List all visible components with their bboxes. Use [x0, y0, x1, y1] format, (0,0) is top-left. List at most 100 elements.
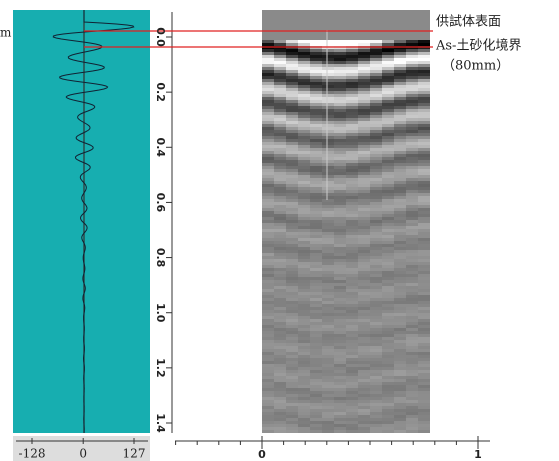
radargram-cell [394, 370, 406, 373]
radargram-cell [310, 403, 322, 406]
radargram-cell [310, 319, 322, 322]
radargram-cell [406, 76, 418, 79]
radargram-cell [262, 67, 274, 70]
radargram-cell [310, 421, 322, 424]
radargram-cell [418, 328, 430, 331]
radargram-cell [274, 355, 286, 358]
radargram-cell [346, 382, 358, 385]
radargram-cell [334, 61, 346, 64]
radargram-cell [418, 412, 430, 415]
radargram-cell [382, 361, 394, 364]
radargram-cell [406, 118, 418, 121]
radargram-cell [262, 358, 274, 361]
radargram-cell [286, 64, 298, 67]
radargram-cell [346, 430, 358, 433]
radargram-cell [274, 400, 286, 403]
radargram-cell [298, 190, 310, 193]
radargram-cell [310, 79, 322, 82]
radargram-cell [262, 286, 274, 289]
radargram-cell [394, 316, 406, 319]
radargram-cell [358, 361, 370, 364]
radargram-cell [286, 406, 298, 409]
radargram-cell [274, 253, 286, 256]
radargram-cell [406, 424, 418, 427]
radargram-cell [358, 271, 370, 274]
radargram-cell [298, 49, 310, 52]
radargram-cell [358, 160, 370, 163]
radargram-cell [322, 136, 334, 139]
radargram-cell [262, 103, 274, 106]
radargram-cell [370, 286, 382, 289]
radargram-cell [274, 145, 286, 148]
radargram-cell [298, 163, 310, 166]
radargram-cell [298, 217, 310, 220]
radargram-cell [406, 376, 418, 379]
radargram-cell [322, 268, 334, 271]
radargram-cell [310, 109, 322, 112]
radargram-cell [370, 94, 382, 97]
radargram-cell [346, 178, 358, 181]
radargram-cell [358, 40, 370, 43]
radargram-cell [418, 49, 430, 52]
radargram-cell [262, 370, 274, 373]
radargram-cell [418, 67, 430, 70]
radargram-cell [286, 364, 298, 367]
radargram-cell [262, 241, 274, 244]
radargram-cell [334, 148, 346, 151]
radargram-cell [274, 370, 286, 373]
radargram-cell [406, 295, 418, 298]
radargram-cell [334, 364, 346, 367]
radargram-cell [346, 109, 358, 112]
radargram-cell [358, 121, 370, 124]
radargram-cell [286, 121, 298, 124]
radargram-cell [286, 100, 298, 103]
radargram-cell [274, 268, 286, 271]
radargram-cell [262, 175, 274, 178]
radargram-cell [418, 109, 430, 112]
radargram-cell [418, 76, 430, 79]
radargram-cell [286, 355, 298, 358]
radargram-cell [358, 262, 370, 265]
radargram-cell [334, 331, 346, 334]
radargram-cell [310, 283, 322, 286]
radargram-cell [358, 427, 370, 430]
radargram-cell [274, 121, 286, 124]
radargram-cell [322, 106, 334, 109]
radargram-cell [358, 319, 370, 322]
radargram-cell [382, 268, 394, 271]
radargram-cell [370, 355, 382, 358]
radargram-cell [262, 40, 274, 43]
radargram-cell [286, 280, 298, 283]
radargram-cell [334, 139, 346, 142]
radargram-cell [274, 412, 286, 415]
radargram-cell [382, 256, 394, 259]
radargram-cell [358, 106, 370, 109]
radargram-cell [358, 142, 370, 145]
radargram-cell [370, 235, 382, 238]
radargram-cell [310, 139, 322, 142]
radargram-cell [274, 109, 286, 112]
radargram-cell [322, 181, 334, 184]
radargram-cell [334, 400, 346, 403]
radargram-cell [310, 337, 322, 340]
radargram-cell [346, 307, 358, 310]
radargram-cell [346, 367, 358, 370]
radargram-cell [310, 211, 322, 214]
radargram-cell [298, 298, 310, 301]
radargram-cell [334, 76, 346, 79]
radargram-cell [298, 211, 310, 214]
radargram-cell [358, 82, 370, 85]
radargram-cell [382, 295, 394, 298]
radargram-cell [262, 208, 274, 211]
radargram-cell [274, 94, 286, 97]
radargram-cell [274, 100, 286, 103]
radargram-cell [394, 82, 406, 85]
radargram-cell [286, 49, 298, 52]
radargram-cell [310, 220, 322, 223]
radargram-cell [274, 337, 286, 340]
radargram-cell [418, 214, 430, 217]
radargram-cell [382, 79, 394, 82]
radargram-cell [310, 196, 322, 199]
radargram-cell [358, 358, 370, 361]
radargram-cell [358, 346, 370, 349]
